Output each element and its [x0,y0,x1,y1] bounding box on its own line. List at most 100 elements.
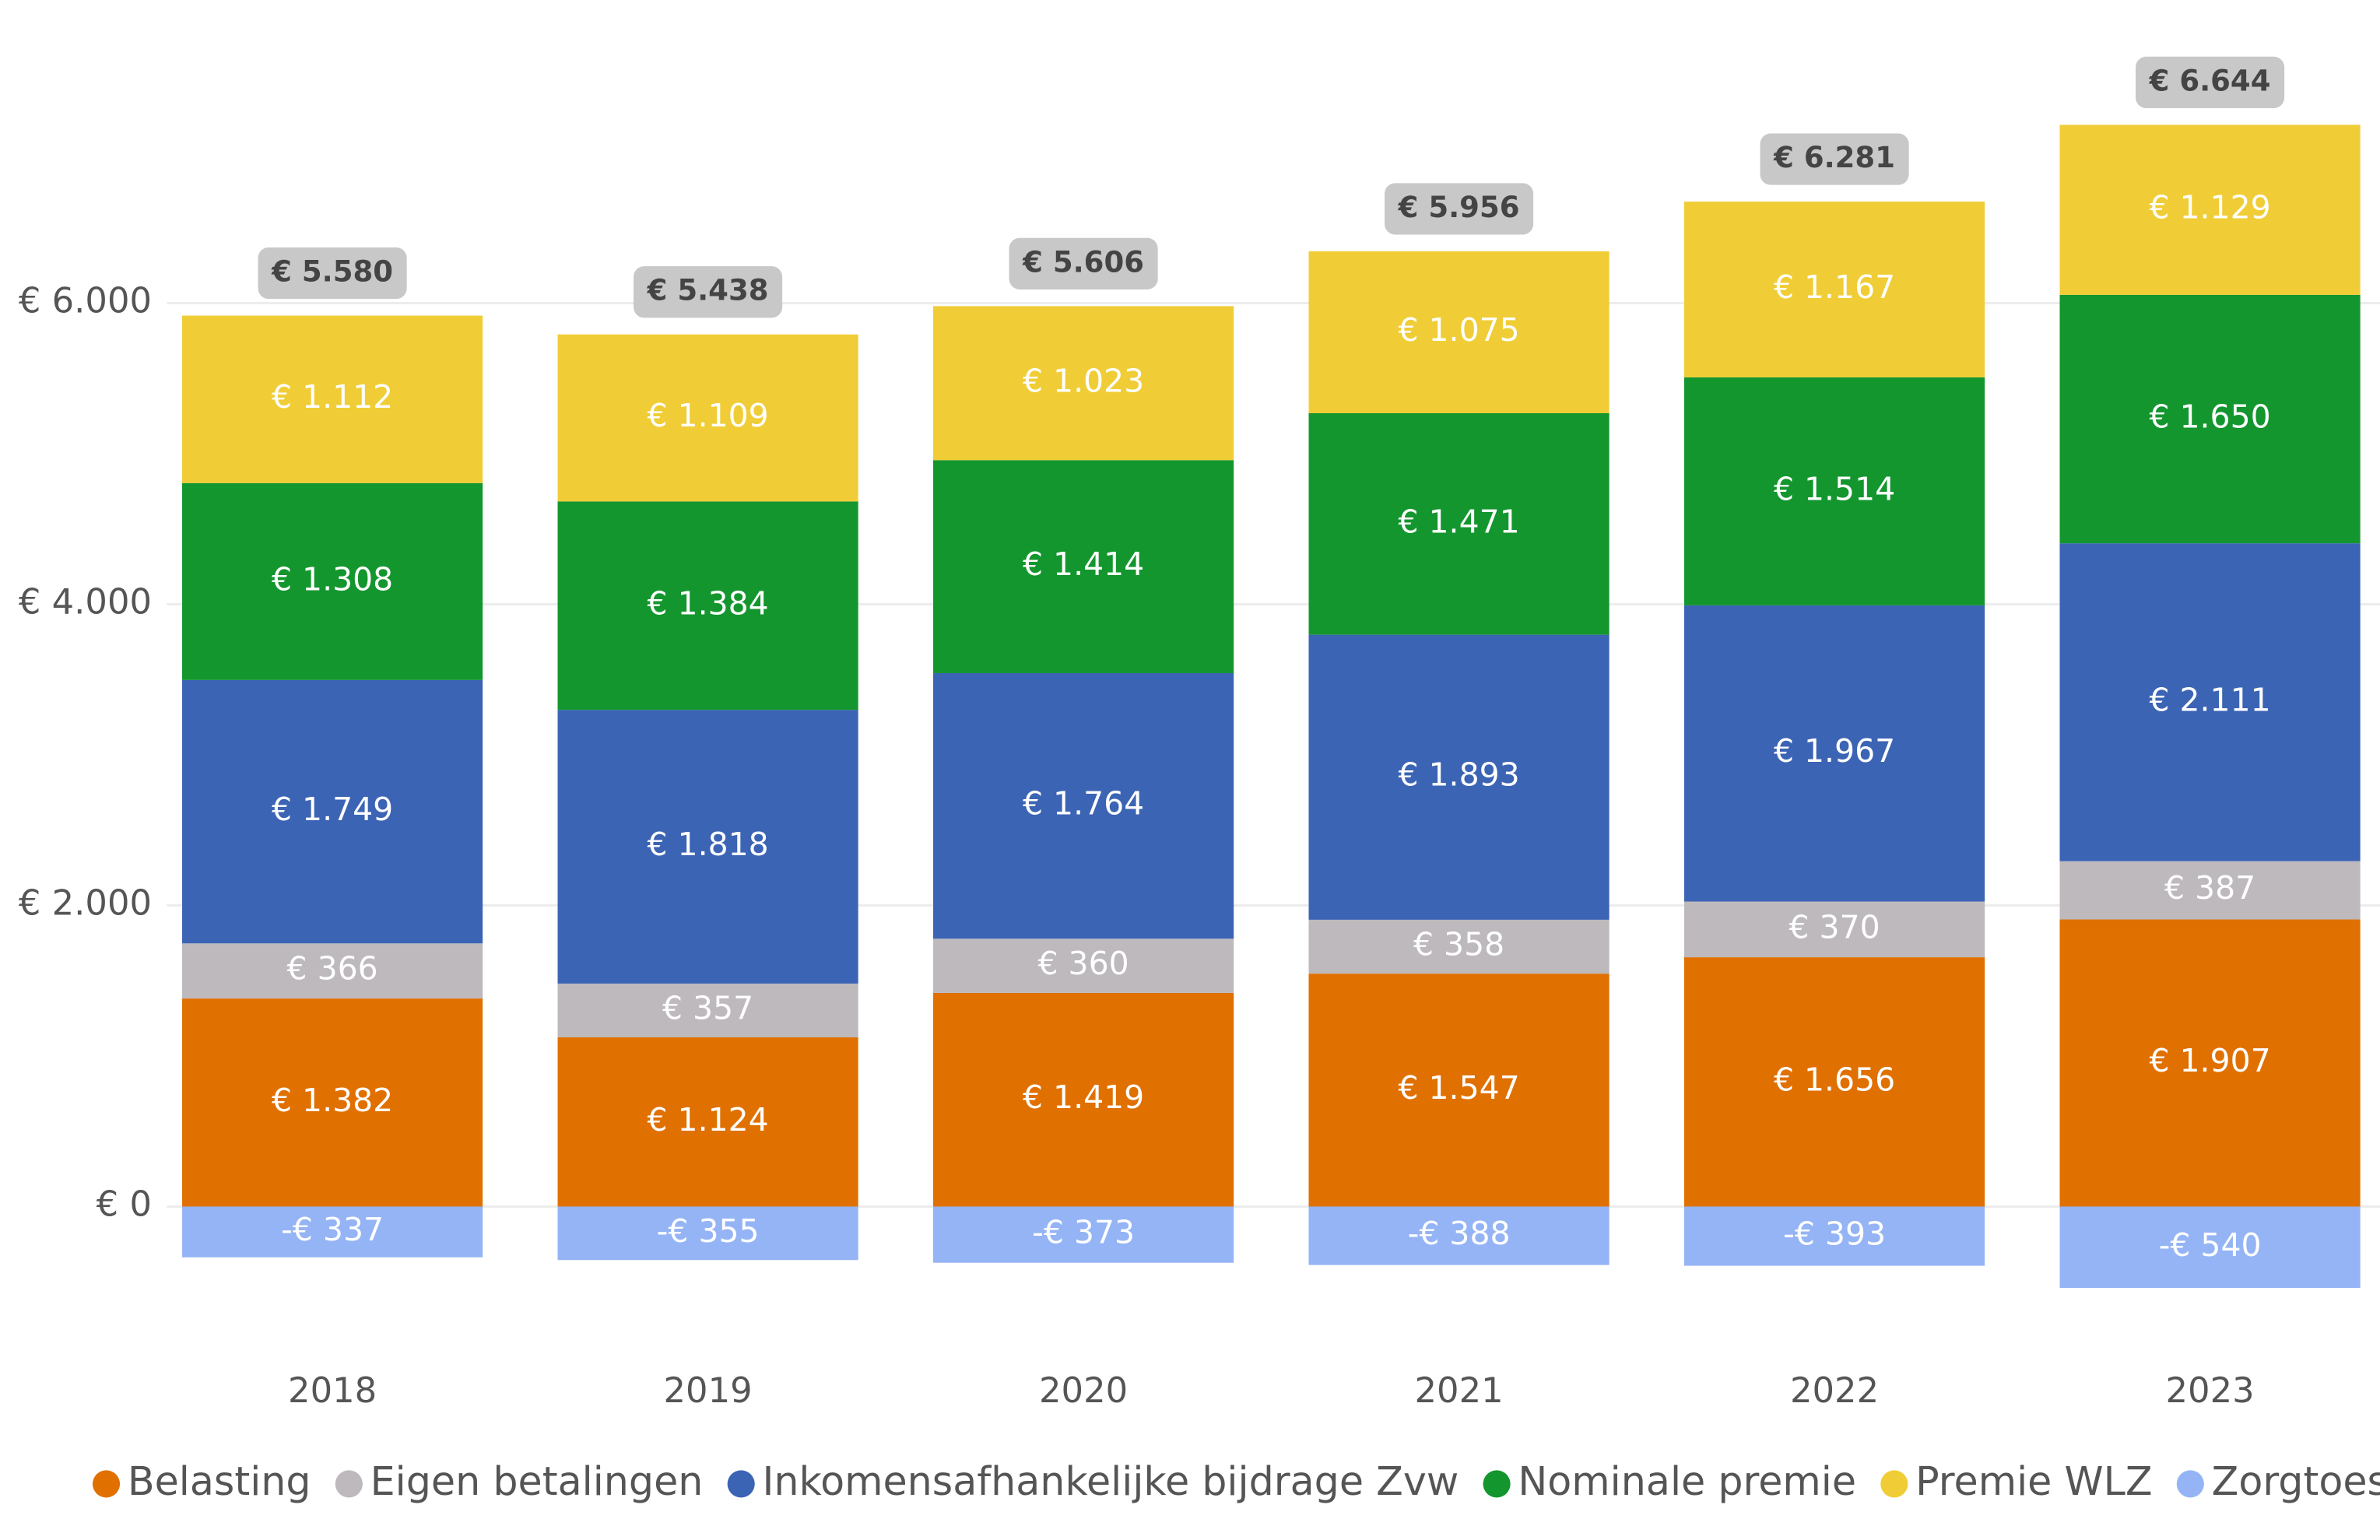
x-tick-label: 2018 [288,1370,377,1411]
total-label: € 5.580 [271,255,393,289]
value-label: € 1.749 [272,791,393,828]
bar-segment [1684,957,1985,1207]
value-label: € 1.023 [1023,362,1144,399]
total-label: € 5.438 [647,274,769,307]
legend-marker [2176,1470,2204,1498]
legend-label: Inkomensafhankelijke bijdrage Zvw [762,1458,1459,1504]
bar-segment [182,679,483,944]
total-label: € 6.281 [1773,141,1895,174]
value-label: € 370 [1789,908,1880,945]
legend-marker [727,1470,755,1498]
value-label: -€ 337 [281,1211,384,1248]
bar-segment [182,482,483,680]
bar-segment [2059,294,2361,544]
value-label: € 1.129 [2149,189,2270,226]
value-label: -€ 373 [1032,1214,1135,1251]
y-tick-label: € 2.000 [19,882,152,924]
total-badge [1009,237,1158,289]
value-label: -€ 540 [2159,1226,2262,1264]
bar-segment [557,334,858,502]
bar-segment [557,983,858,1038]
bar-segment [182,1206,483,1258]
x-tick-label: 2020 [1039,1370,1128,1411]
total-badge [258,247,407,300]
value-label: € 1.384 [647,584,768,622]
total-badge [1760,133,1909,185]
legend-label: Premie WLZ [1915,1458,2152,1504]
bar-segment [1308,1206,1609,1265]
value-label: € 1.109 [647,397,768,434]
value-label: € 1.818 [647,826,768,863]
bar-segment [1684,605,1985,902]
value-label: € 1.075 [1398,311,1519,349]
bar-segment [182,943,483,999]
bar-segment [1684,901,1985,958]
value-label: € 1.650 [2149,398,2270,436]
total-label: € 5.606 [1022,245,1144,279]
x-tick-label: 2022 [1790,1370,1879,1411]
value-label: € 360 [1038,945,1129,982]
value-label: -€ 388 [1408,1215,1511,1252]
legend-label: Zorgtoeslag [2212,1458,2380,1504]
value-label: € 1.907 [2149,1042,2270,1079]
total-badge [1385,183,1534,235]
x-tick-label: 2019 [664,1370,753,1411]
value-label: € 1.112 [272,378,393,416]
total-badge [2136,56,2285,109]
value-label: € 1.308 [272,560,393,598]
value-label: € 1.893 [1398,756,1519,794]
bar-segment [1308,634,1609,920]
value-label: € 1.167 [1774,268,1895,306]
y-tick-label: € 6.000 [19,280,152,321]
bar-segment [933,938,1234,993]
bar-segment [182,998,483,1207]
bar-segment [1308,251,1609,413]
bar-segment [1308,973,1609,1207]
bar-segment [557,1037,858,1207]
bar-segment [1308,919,1609,974]
value-label: € 2.111 [2149,681,2270,718]
bar-segment [1684,202,1985,377]
legend-label: Eigen betalingen [370,1458,704,1504]
value-label: € 357 [662,990,753,1027]
y-tick-label: € 0 [97,1184,152,1225]
bar-segment [1684,1206,1985,1266]
legend-marker [92,1470,121,1498]
bar-segment [933,460,1234,673]
legend-label: Belasting [128,1458,311,1504]
value-label: € 1.547 [1398,1069,1519,1107]
bar-segment [2059,919,2361,1207]
x-tick-label: 2023 [2166,1370,2255,1411]
legend-marker [1880,1470,1908,1498]
value-label: € 358 [1413,926,1504,963]
value-label: € 1.124 [647,1101,768,1138]
total-badge [634,266,783,318]
bar-segment [557,501,858,710]
value-label: € 1.419 [1023,1079,1144,1116]
bar-segment [557,710,858,984]
bar-segment [557,1206,858,1261]
value-label: -€ 355 [657,1212,760,1250]
value-label: -€ 393 [1783,1216,1886,1253]
value-label: € 1.514 [1774,470,1895,507]
legend-marker [335,1470,363,1498]
value-label: € 1.656 [1774,1061,1895,1098]
y-tick-label: € 4.000 [19,581,152,623]
bar-segment [1684,377,1985,605]
value-label: € 1.967 [1774,732,1895,770]
bar-segment [2059,861,2361,920]
bar-segment [1308,412,1609,635]
bar-segment [933,306,1234,461]
total-label: € 6.644 [2149,64,2271,97]
value-label: € 387 [2164,869,2255,907]
bar-segment [2059,125,2361,295]
bar-segment [2059,543,2361,861]
total-label: € 5.956 [1398,191,1520,224]
bar-segment [182,315,483,483]
bar-segment [2059,1206,2361,1289]
value-label: € 1.382 [272,1082,393,1119]
bar-segment [933,1206,1234,1263]
legend-marker [1483,1470,1511,1498]
